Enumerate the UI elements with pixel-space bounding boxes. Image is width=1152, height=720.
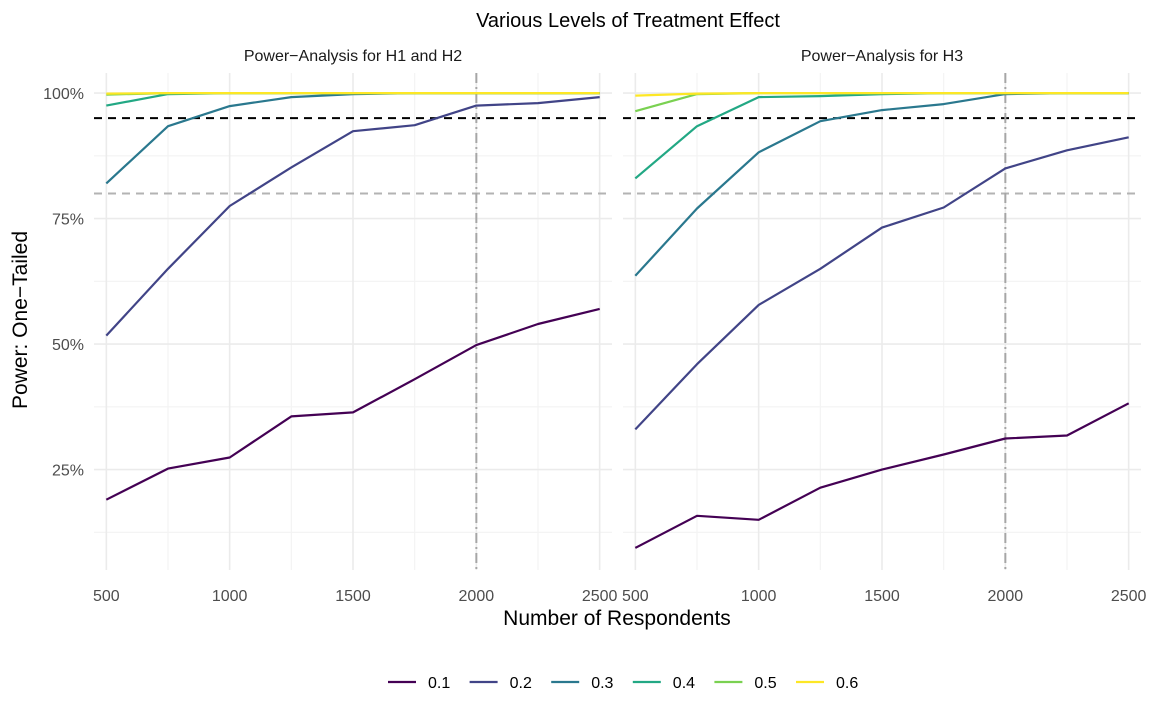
panel-title: Power−Analysis for H3 <box>801 48 963 65</box>
x-tick-label: 500 <box>622 588 649 605</box>
panel-title: Power−Analysis for H1 and H2 <box>244 48 462 65</box>
panel-2: Power−Analysis for H3 500 1000 1500 2000 2500 <box>622 48 1147 605</box>
series-line-0-1 <box>634 402 1130 549</box>
legend-label: 0.1 <box>428 675 450 692</box>
panel-1: Power−Analysis for H1 and H2 500 1000 1500 2… <box>43 48 617 605</box>
panels: Power−Analysis for H1 and H2 500 1000 1500 2… <box>43 48 1146 605</box>
x-tick-label: 1000 <box>212 588 248 605</box>
legend: 0.1 0.2 0.3 0.4 0.5 0.6 <box>388 675 858 692</box>
legend-item: 0.6 <box>796 675 858 692</box>
series-line-0-2 <box>105 96 600 337</box>
legend-item: 0.5 <box>714 675 777 692</box>
legend-label: 0.3 <box>591 675 613 692</box>
x-axis-title: Number of Respondents <box>503 607 731 630</box>
x-tick-label: 500 <box>93 588 120 605</box>
series-line-0-6 <box>635 91 1129 97</box>
y-tick-label: 50% <box>52 337 84 354</box>
legend-item: 0.4 <box>632 675 695 692</box>
legend-item: 0.3 <box>551 675 614 692</box>
x-tick-label: 1500 <box>335 588 371 605</box>
y-tick-label: 75% <box>52 212 84 229</box>
legend-item: 0.1 <box>388 675 450 692</box>
legend-item: 0.2 <box>469 675 532 692</box>
legend-label: 0.6 <box>836 675 858 692</box>
series-line-0-1 <box>105 307 600 501</box>
series-line-0-6 <box>106 91 600 95</box>
legend-label: 0.4 <box>673 675 695 692</box>
y-axis-title: Power: One−Tailed <box>9 231 32 409</box>
x-tick-label: 1500 <box>864 588 900 605</box>
x-tick-label: 2000 <box>459 588 495 605</box>
legend-label: 0.5 <box>754 675 776 692</box>
legend-label: 0.2 <box>510 675 532 692</box>
x-tick-label: 2000 <box>988 588 1024 605</box>
x-tick-label: 2500 <box>1111 588 1147 605</box>
y-tick-label: 100% <box>43 86 84 103</box>
x-tick-label: 1000 <box>741 588 777 605</box>
chart-title: Various Levels of Treatment Effect <box>476 10 780 32</box>
y-tick-label: 25% <box>52 463 84 480</box>
x-tick-label: 2500 <box>582 588 618 605</box>
series-line-0-2 <box>634 136 1129 431</box>
